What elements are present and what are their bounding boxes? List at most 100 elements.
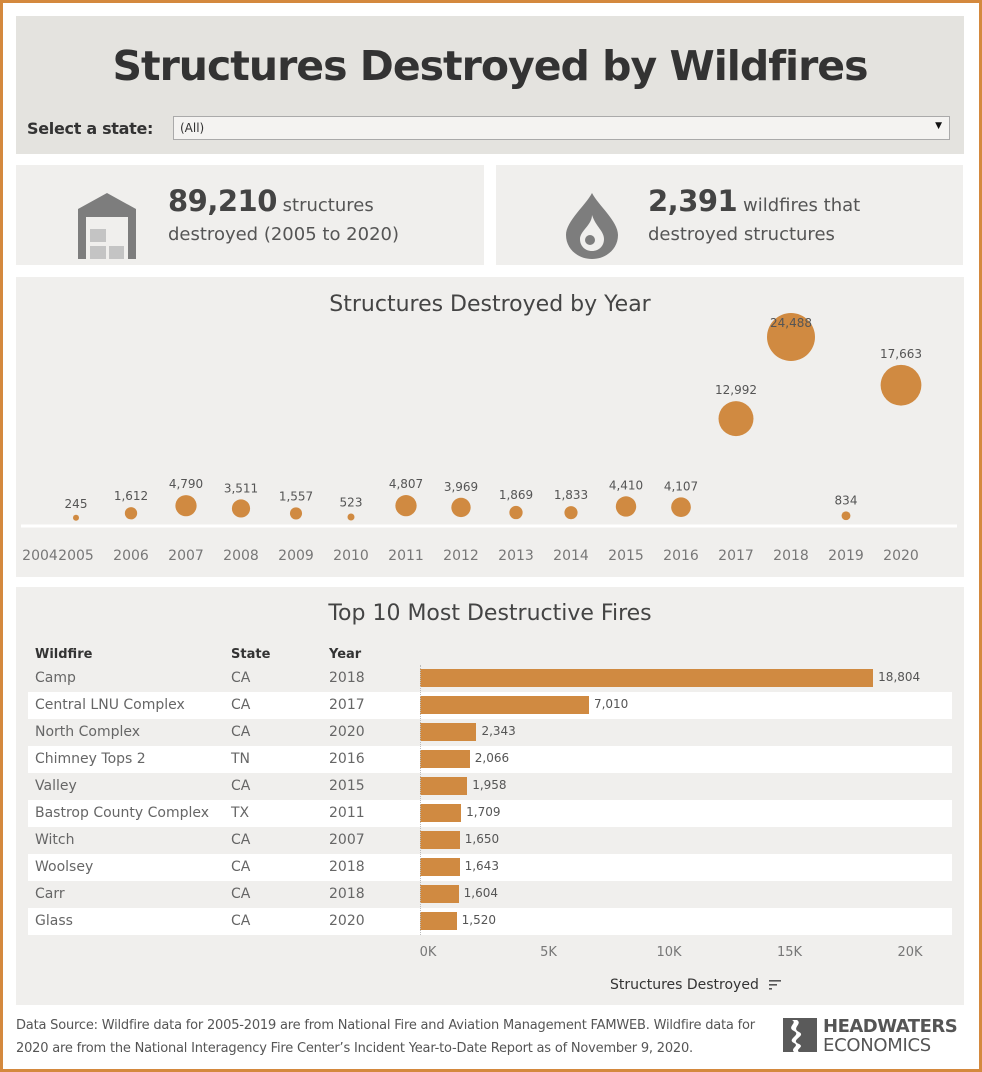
kpi-wildfires-suffix: wildfires that <box>742 195 861 216</box>
bubble-chart-title: Structures Destroyed by Year <box>329 292 651 317</box>
fire-bar[interactable] <box>420 669 874 687</box>
page-title: Structures Destroyed by Wildfires <box>112 42 868 90</box>
bubbles: 245 1,612 4,790 3,511 1,557 523 4,807 3,969 1,86… <box>65 313 922 521</box>
wildfire-name: Camp <box>35 670 76 686</box>
year-bubble[interactable] <box>615 496 637 517</box>
bar-axis-tick: 15K <box>776 945 803 960</box>
bubble-value-label: 4,107 <box>664 479 698 493</box>
table-row[interactable]: Woolsey CA 2018 1,643 <box>28 854 952 881</box>
bubble-value-label: 3,511 <box>224 481 258 495</box>
kpi-wildfires: 2,391 wildfires that destroyed structure… <box>496 165 963 265</box>
bubble-value-label: 1,869 <box>499 488 533 502</box>
data-source-line-2: 2020 are from the National Interagency F… <box>16 1041 693 1056</box>
bubble-value-label: 1,557 <box>279 489 313 503</box>
kpi-structures-line2: destroyed (2005 to 2020) <box>168 224 400 245</box>
fire-bar[interactable] <box>420 750 470 768</box>
table-row[interactable]: Carr CA 2018 1,604 <box>28 881 952 908</box>
wildfire-year: 2020 <box>329 724 365 740</box>
fire-bar[interactable] <box>420 723 477 741</box>
fire-bar[interactable] <box>420 831 460 849</box>
sort-descending-icon[interactable] <box>769 979 782 991</box>
logo-text-economics: ECONOMICS <box>823 1035 931 1056</box>
top-fires-panel: Top 10 Most Destructive Fires Wildfire S… <box>16 587 964 1005</box>
bar-axis-tick: 20K <box>897 945 923 960</box>
fire-bar[interactable] <box>420 912 457 930</box>
wildfire-name: Witch <box>35 832 75 848</box>
year-bubble[interactable] <box>289 507 303 520</box>
wildfire-name: Chimney Tops 2 <box>35 751 146 767</box>
table-row[interactable]: Valley CA 2015 1,958 <box>28 773 952 800</box>
year-tick-label: 2020 <box>883 548 919 564</box>
wildfire-year: 2018 <box>329 670 365 686</box>
year-bubble[interactable] <box>767 313 815 361</box>
top-fires-title: Top 10 Most Destructive Fires <box>328 601 652 626</box>
year-tick-label: 2017 <box>718 548 754 564</box>
col-header-year[interactable]: Year <box>329 647 362 662</box>
wildfire-year: 2011 <box>329 805 365 821</box>
year-tick-label: 2009 <box>278 548 314 564</box>
headwaters-logo[interactable]: HEADWATERS ECONOMICS <box>783 1016 968 1056</box>
table-row[interactable]: Witch CA 2007 1,650 <box>28 827 952 854</box>
bar-axis-tick: 5K <box>540 945 557 960</box>
bar-axis-zero-line <box>420 665 421 935</box>
year-bubble[interactable] <box>564 506 578 520</box>
year-tick-label: 2019 <box>828 548 864 564</box>
table-row[interactable]: Central LNU Complex CA 2017 7,010 <box>28 692 952 719</box>
wildfire-year: 2018 <box>329 886 365 902</box>
fire-bar[interactable] <box>420 858 460 876</box>
table-row[interactable]: North Complex CA 2020 2,343 <box>28 719 952 746</box>
bubble-value-label: 834 <box>835 493 858 507</box>
bar-axis-title-text: Structures Destroyed <box>610 977 759 993</box>
kpi-structures-value: 89,210 <box>168 184 277 218</box>
year-tick-label: 2010 <box>333 548 369 564</box>
kpi-wildfires-value: 2,391 <box>648 184 738 218</box>
year-bubble[interactable] <box>671 497 691 517</box>
bubble-value-label: 1,833 <box>554 488 588 502</box>
year-bubble[interactable] <box>841 511 851 521</box>
caret-down-icon[interactable]: ▼ <box>935 121 942 131</box>
state-filter-dropdown[interactable]: (All) ▼ <box>173 116 950 140</box>
wildfire-year: 2020 <box>329 913 365 929</box>
wildfire-year: 2016 <box>329 751 365 767</box>
fire-bar[interactable] <box>420 696 589 714</box>
year-bubble[interactable] <box>175 495 197 517</box>
year-tick-label: 2007 <box>168 548 204 564</box>
fire-bar-value: 1,643 <box>464 859 499 873</box>
year-bubble[interactable] <box>347 513 355 521</box>
fire-bar-value: 1,650 <box>464 832 500 846</box>
year-bubble[interactable] <box>509 505 523 520</box>
bubble-value-label: 3,969 <box>444 480 478 494</box>
state-filter-value: (All) <box>180 121 205 135</box>
year-bubble[interactable] <box>395 495 417 517</box>
col-header-state[interactable]: State <box>231 647 271 662</box>
fire-bar-value: 1,709 <box>466 805 501 819</box>
wildfire-year: 2015 <box>329 778 365 794</box>
headwaters-logo-icon <box>783 1018 817 1052</box>
bar-axis-tick: 0K <box>419 945 437 960</box>
bar-axis-tick: 10K <box>656 945 682 960</box>
year-bubble[interactable] <box>451 497 471 518</box>
fire-bar[interactable] <box>420 885 459 903</box>
wildfire-state: CA <box>231 670 251 686</box>
year-bubble[interactable] <box>880 364 922 406</box>
bubble-chart: 245 1,612 4,790 3,511 1,557 523 4,807 3,969 1,86… <box>21 313 957 564</box>
fire-bar-value: 1,520 <box>461 913 496 927</box>
year-bubble[interactable] <box>231 499 251 518</box>
bubble-value-label: 4,410 <box>609 478 643 492</box>
wildfire-name: Woolsey <box>35 859 94 875</box>
table-row[interactable]: Bastrop County Complex TX 2011 1,709 <box>28 800 952 827</box>
state-filter-label: Select a state: <box>27 119 154 138</box>
wildfire-year: 2007 <box>329 832 365 848</box>
col-header-wildfire[interactable]: Wildfire <box>35 647 93 662</box>
year-bubble[interactable] <box>73 514 79 521</box>
table-row[interactable]: Camp CA 2018 18,804 <box>28 665 952 692</box>
year-bubble[interactable] <box>718 401 754 437</box>
table-row[interactable]: Glass CA 2020 1,520 <box>28 908 952 935</box>
fire-bar-value: 2,066 <box>474 751 510 765</box>
year-tick-label: 2014 <box>553 548 589 564</box>
year-bubble[interactable] <box>124 507 138 520</box>
fire-bar[interactable] <box>420 777 468 795</box>
fire-bar[interactable] <box>420 804 462 822</box>
bar-axis-title[interactable]: Structures Destroyed <box>610 977 782 993</box>
table-row[interactable]: Chimney Tops 2 TN 2016 2,066 <box>28 746 952 773</box>
